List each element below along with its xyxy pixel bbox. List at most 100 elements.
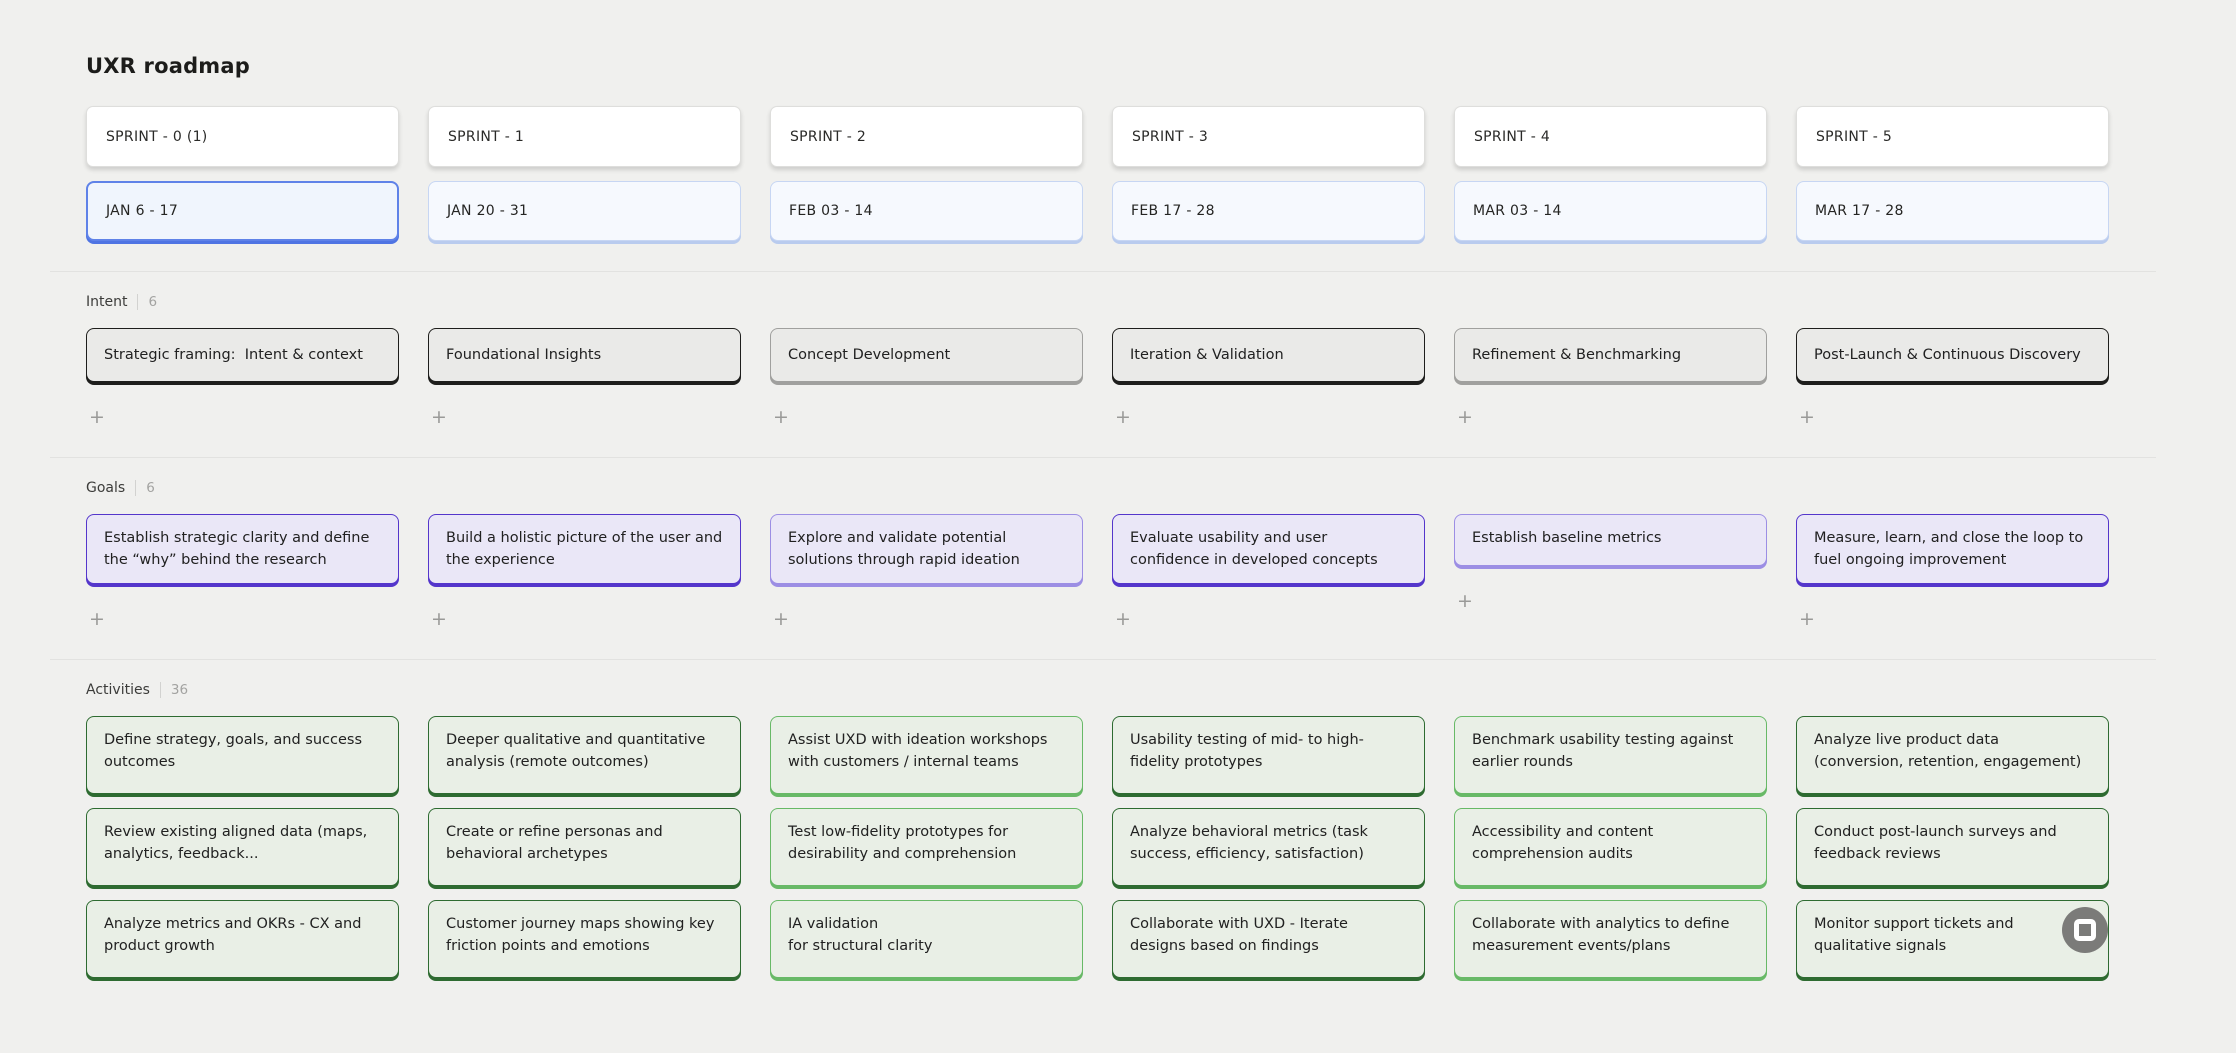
card-cell: Accessibility and content comprehension … xyxy=(1454,808,1767,887)
sprint-header-0[interactable]: SPRINT - 0 (1) xyxy=(86,106,399,167)
card-cell: Analyze behavioral metrics (task success… xyxy=(1112,808,1425,887)
card-cell: Test low-fidelity prototypes for desirab… xyxy=(770,808,1083,887)
sprint-date-2[interactable]: FEB 03 - 14 xyxy=(770,181,1083,241)
activities-card[interactable]: Test low-fidelity prototypes for desirab… xyxy=(770,808,1083,887)
section-count: 6 xyxy=(146,480,155,496)
activities-card[interactable]: Analyze behavioral metrics (task success… xyxy=(1112,808,1425,887)
activities-card[interactable]: IA validation for structural clarity xyxy=(770,900,1083,979)
section-activities: Define strategy, goals, and success outc… xyxy=(0,716,2236,979)
activities-card[interactable]: Define strategy, goals, and success outc… xyxy=(86,716,399,795)
intent-card[interactable]: Strategic framing: Intent & context xyxy=(86,328,399,382)
section-label: Intent xyxy=(86,294,128,310)
stop-icon-square xyxy=(2074,919,2096,942)
add-card-button[interactable]: + xyxy=(1115,406,1131,428)
add-card-button[interactable]: + xyxy=(431,406,447,428)
intent-card[interactable]: Concept Development xyxy=(770,328,1083,382)
activities-card[interactable]: Benchmark usability testing against earl… xyxy=(1454,716,1767,795)
intent-card[interactable]: Iteration & Validation xyxy=(1112,328,1425,382)
section-count: 6 xyxy=(148,294,158,310)
intent-card[interactable]: Refinement & Benchmarking xyxy=(1454,328,1767,382)
card-cell: Analyze metrics and OKRs - CX and produc… xyxy=(86,900,399,979)
card-row: Establish strategic clarity and define t… xyxy=(86,514,2236,629)
sprint-header-1[interactable]: SPRINT - 1 xyxy=(428,106,741,167)
goals-card[interactable]: Establish strategic clarity and define t… xyxy=(86,514,399,585)
activities-card[interactable]: Conduct post-launch surveys and feedback… xyxy=(1796,808,2109,887)
sprint-date-3[interactable]: FEB 17 - 28 xyxy=(1112,181,1425,241)
sprint-header-row: SPRINT - 0 (1) SPRINT - 1 SPRINT - 2 SPRINT… xyxy=(86,106,2236,167)
activities-card[interactable]: Customer journey maps showing key fricti… xyxy=(428,900,741,979)
card-cell: Collaborate with analytics to define mea… xyxy=(1454,900,1767,979)
card-row: Strategic framing: Intent & context + Foun… xyxy=(86,328,2236,427)
stop-icon[interactable] xyxy=(2062,907,2108,954)
intent-card[interactable]: Foundational Insights xyxy=(428,328,741,382)
add-card-button[interactable]: + xyxy=(1799,406,1815,428)
card-cell: Define strategy, goals, and success outc… xyxy=(86,716,399,795)
card-cell: Explore and validate potential solutions… xyxy=(770,514,1083,629)
section-header-goals: Goals 6 xyxy=(86,480,2236,496)
section-label: Goals xyxy=(86,480,126,496)
activities-card[interactable]: Usability testing of mid- to high-fideli… xyxy=(1112,716,1425,795)
activities-card[interactable]: Monitor support tickets and qualitative … xyxy=(1796,900,2109,979)
sprint-date-row: JAN 6 - 17 JAN 20 - 31 FEB 03 - 14 FEB 17 -… xyxy=(86,181,2236,241)
card-row: Analyze metrics and OKRs - CX and produc… xyxy=(86,900,2236,979)
section-goals: Establish strategic clarity and define t… xyxy=(0,514,2236,629)
card-cell: Assist UXD with ideation workshops with … xyxy=(770,716,1083,795)
activities-card[interactable]: Analyze live product data (conversion, r… xyxy=(1796,716,2109,795)
card-cell: Customer journey maps showing key fricti… xyxy=(428,900,741,979)
section-header-activities: Activities 36 xyxy=(86,682,2236,699)
card-cell: Benchmark usability testing against earl… xyxy=(1454,716,1767,795)
add-card-button[interactable]: + xyxy=(89,406,105,428)
card-cell: Collaborate with UXD - Iterate designs b… xyxy=(1112,900,1425,979)
card-row: Review existing aligned data (maps, anal… xyxy=(86,808,2236,887)
sprint-header-4[interactable]: SPRINT - 4 xyxy=(1454,106,1767,167)
add-card-button[interactable]: + xyxy=(1457,406,1473,428)
sections-container: Intent 6 Strategic framing: Intent & conte… xyxy=(0,271,2236,979)
card-cell: Monitor support tickets and qualitative … xyxy=(1796,900,2109,979)
sprint-date-4[interactable]: MAR 03 - 14 xyxy=(1454,181,1767,241)
section-intent: Strategic framing: Intent & context + Foun… xyxy=(0,328,2236,427)
section-divider xyxy=(50,457,2156,458)
card-cell: Iteration & Validation + xyxy=(1112,328,1425,427)
goals-card[interactable]: Explore and validate potential solutions… xyxy=(770,514,1083,585)
add-card-button[interactable]: + xyxy=(773,608,789,631)
card-cell: Post-Launch & Continuous Discovery + xyxy=(1796,328,2109,427)
sprint-header-5[interactable]: SPRINT - 5 xyxy=(1796,106,2109,167)
activities-card[interactable]: Review existing aligned data (maps, anal… xyxy=(86,808,399,887)
activities-card[interactable]: Collaborate with analytics to define mea… xyxy=(1454,900,1767,979)
sprint-header-2[interactable]: SPRINT - 2 xyxy=(770,106,1083,167)
card-row: Define strategy, goals, and success outc… xyxy=(86,716,2236,795)
activities-card[interactable]: Create or refine personas and behavioral… xyxy=(428,808,741,887)
sprint-date-0[interactable]: JAN 6 - 17 xyxy=(86,181,399,241)
goals-card[interactable]: Establish baseline metrics xyxy=(1454,514,1767,566)
page-title[interactable]: UXR roadmap xyxy=(86,54,250,78)
card-cell: Refinement & Benchmarking + xyxy=(1454,328,1767,427)
card-cell: Create or refine personas and behavioral… xyxy=(428,808,741,887)
label-count-separator xyxy=(137,294,139,310)
section-header-intent: Intent 6 xyxy=(86,294,2236,310)
add-card-button[interactable]: + xyxy=(89,608,105,631)
goals-card[interactable]: Evaluate usability and user confidence i… xyxy=(1112,514,1425,585)
add-card-button[interactable]: + xyxy=(773,406,789,428)
goals-card[interactable]: Measure, learn, and close the loop to fu… xyxy=(1796,514,2109,585)
goals-card[interactable]: Build a holistic picture of the user and… xyxy=(428,514,741,585)
activities-card[interactable]: Accessibility and content comprehension … xyxy=(1454,808,1767,887)
add-card-button[interactable]: + xyxy=(431,608,447,631)
add-card-button[interactable]: + xyxy=(1799,608,1815,631)
card-cell: Measure, learn, and close the loop to fu… xyxy=(1796,514,2109,629)
card-cell: Foundational Insights + xyxy=(428,328,741,427)
activities-card[interactable]: Deeper qualitative and quantitative anal… xyxy=(428,716,741,795)
section-divider xyxy=(50,659,2156,661)
sprint-date-1[interactable]: JAN 20 - 31 xyxy=(428,181,741,241)
activities-card[interactable]: Analyze metrics and OKRs - CX and produc… xyxy=(86,900,399,979)
intent-card[interactable]: Post-Launch & Continuous Discovery xyxy=(1796,328,2109,382)
card-cell: IA validation for structural clarity xyxy=(770,900,1083,979)
sprint-date-5[interactable]: MAR 17 - 28 xyxy=(1796,181,2109,241)
activities-card[interactable]: Assist UXD with ideation workshops with … xyxy=(770,716,1083,795)
add-card-button[interactable]: + xyxy=(1115,608,1131,631)
add-card-button[interactable]: + xyxy=(1457,590,1473,612)
card-cell: Conduct post-launch surveys and feedback… xyxy=(1796,808,2109,887)
sprint-header-3[interactable]: SPRINT - 3 xyxy=(1112,106,1425,167)
card-cell: Establish baseline metrics + xyxy=(1454,514,1767,629)
activities-card[interactable]: Collaborate with UXD - Iterate designs b… xyxy=(1112,900,1425,979)
